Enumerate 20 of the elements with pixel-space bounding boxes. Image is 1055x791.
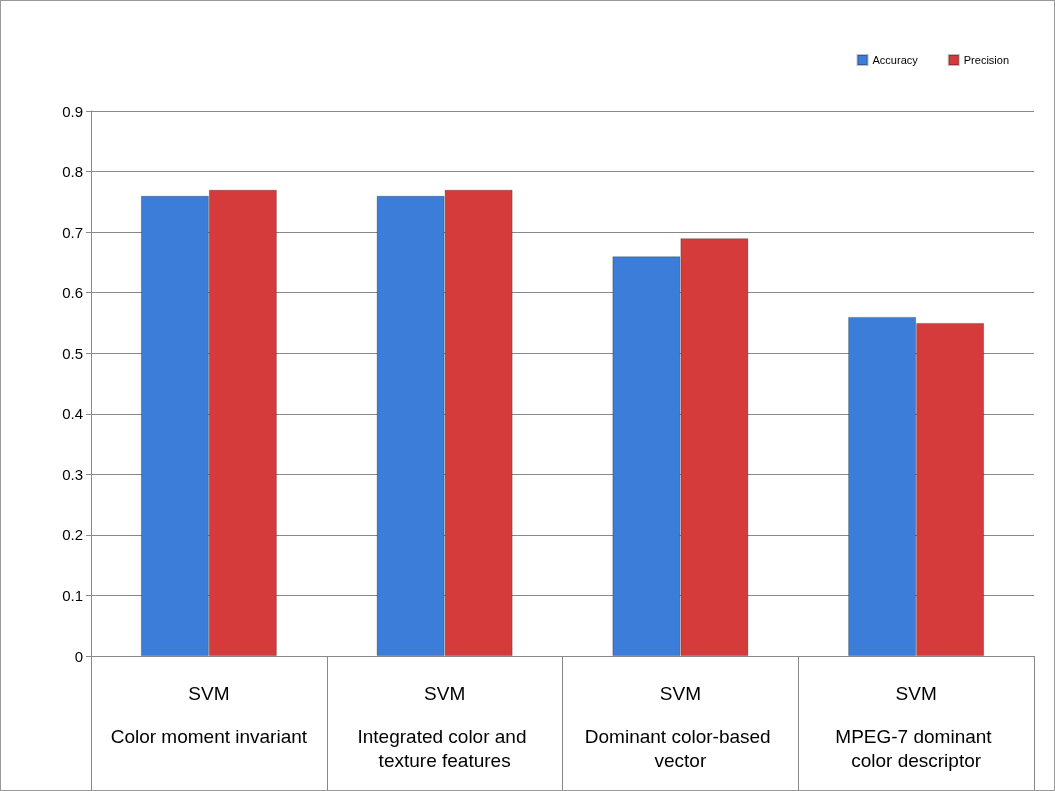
y-tick-label: 0 xyxy=(74,647,83,665)
x-tick-label: Dominant color-based vector xyxy=(584,725,776,771)
x-tick-label: MPEG-7 dominant color descriptor xyxy=(835,725,997,771)
y-tick-label: 0.8 xyxy=(62,163,83,181)
y-tick-label: 0.1 xyxy=(62,586,83,604)
y-tick-label: 0.2 xyxy=(62,526,83,544)
y-tick-label: 0.3 xyxy=(62,465,83,483)
y-tick-label: 0.6 xyxy=(62,284,83,302)
text: SVM xyxy=(895,682,937,704)
y-tick-label: 0.9 xyxy=(62,102,83,120)
legend-label: Accuracy xyxy=(872,54,919,66)
legend-label: Precision xyxy=(963,54,1010,66)
x-tick-label: Color moment invariant xyxy=(110,725,308,747)
text: SVM xyxy=(659,682,701,704)
text: SVM xyxy=(424,682,466,704)
text: SVM xyxy=(188,682,230,704)
y-tick-label: 0.7 xyxy=(62,223,83,241)
y-tick-label: 0.4 xyxy=(62,405,83,423)
y-tick-label: 0.5 xyxy=(62,344,83,362)
x-tick-label: Integrated color and texture features xyxy=(357,725,532,771)
